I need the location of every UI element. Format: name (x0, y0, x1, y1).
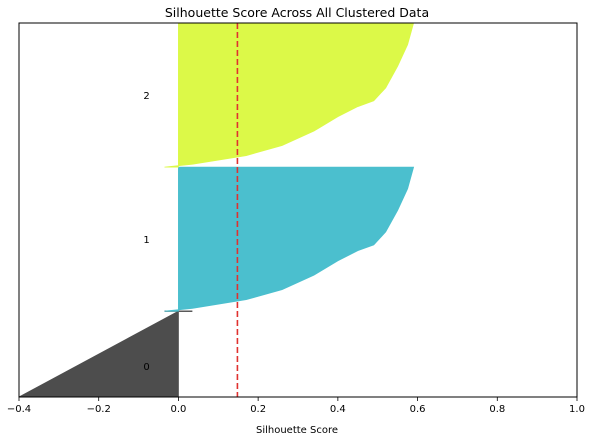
cluster-label-2: 2 (143, 91, 149, 102)
x-tick-label: 0.2 (250, 404, 266, 415)
cluster-label-1: 1 (143, 235, 149, 246)
x-axis: −0.4 −0.2 0.0 0.2 0.4 0.6 0.8 1.0 (7, 397, 585, 415)
cluster-label-0: 0 (143, 362, 149, 373)
chart-title: Silhouette Score Across All Clustered Da… (165, 5, 429, 20)
plot-area (18, 22, 415, 398)
x-tick-label: 0.4 (330, 404, 346, 415)
x-tick-label: 0.8 (489, 404, 505, 415)
x-tick-label: 0.6 (410, 404, 426, 415)
silhouette-cluster-2 (164, 22, 415, 168)
cluster-labels: 0 1 2 (143, 91, 149, 373)
plot-frame (18, 22, 578, 398)
silhouette-cluster-0 (18, 310, 179, 398)
x-tick-label: 1.0 (569, 404, 585, 415)
x-tick-label: −0.2 (87, 404, 111, 415)
x-tick-label: −0.4 (7, 404, 31, 415)
x-axis-label: Silhouette Score (256, 425, 338, 436)
silhouette-cluster-1 (164, 166, 415, 312)
x-tick-label: 0.0 (170, 404, 186, 415)
